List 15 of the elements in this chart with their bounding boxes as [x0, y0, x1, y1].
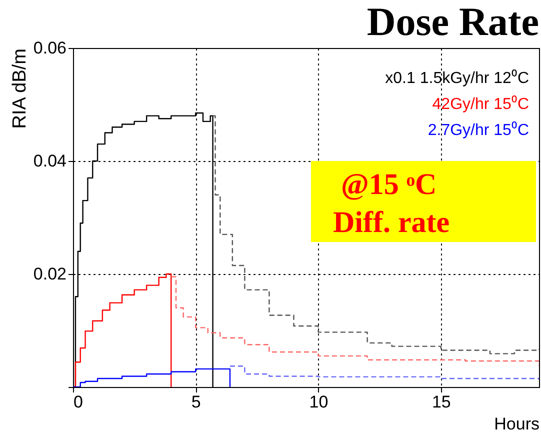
x-axis-title: Hours [494, 414, 540, 434]
chart-title: Dose Rate [366, 0, 539, 44]
y-tick-label: 0.02 [33, 264, 66, 284]
annotation: Diff. rate [333, 206, 450, 239]
text: 42Gy/hr 15⁰C [432, 95, 529, 113]
x-tick-label: 5 [191, 392, 201, 412]
text: x0.1 1.5kGy/hr 12⁰C [385, 69, 529, 87]
text: 2.7Gy/hr 15⁰C [428, 121, 529, 139]
annotation: @15 ᵒC [341, 168, 437, 201]
x-tick-label: 10 [309, 392, 328, 412]
x-tick-label: 0 [74, 392, 83, 412]
y-tick-label: 0.04 [33, 152, 66, 170]
x-tick-label: 15 [432, 392, 451, 412]
y-tick-label: 0.06 [33, 38, 66, 58]
y-axis-title: RIA dB/m [9, 48, 30, 129]
